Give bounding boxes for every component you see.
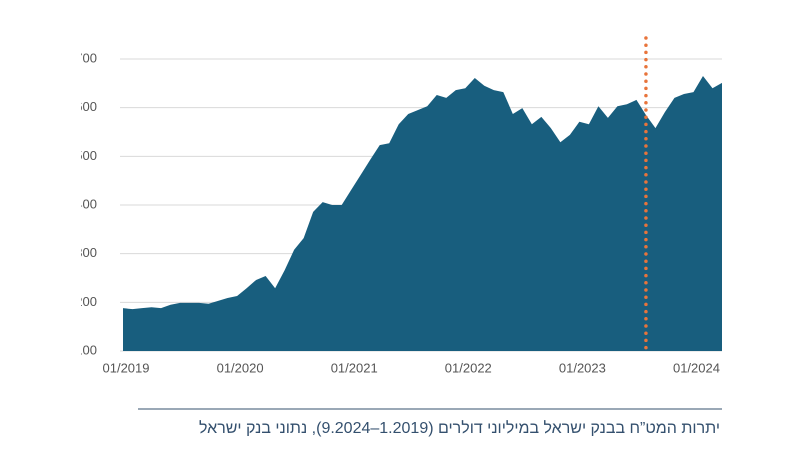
y-tick-label: 700 [75,50,97,65]
x-tick-label: 01/2020 [217,360,264,375]
x-tick-label: 01/2023 [559,360,606,375]
y-tick-label: 100 [75,342,97,357]
caption: יתרות המט”ח בבנק ישראל במיליוני דולרים (… [199,419,720,437]
y-tick-label: 400 [75,196,97,211]
y-tick-label: 200 [75,294,97,309]
x-tick-label: 01/2021 [331,360,378,375]
x-tick-label: 01/2024 [673,360,720,375]
y-tick-label: 600 [75,99,97,114]
y-tick-label: 300 [75,245,97,260]
area [123,76,722,352]
x-tick-label: 01/2022 [445,360,492,375]
y-tick-label: 500 [75,148,97,163]
x-tick-label: 01/2019 [103,360,150,375]
